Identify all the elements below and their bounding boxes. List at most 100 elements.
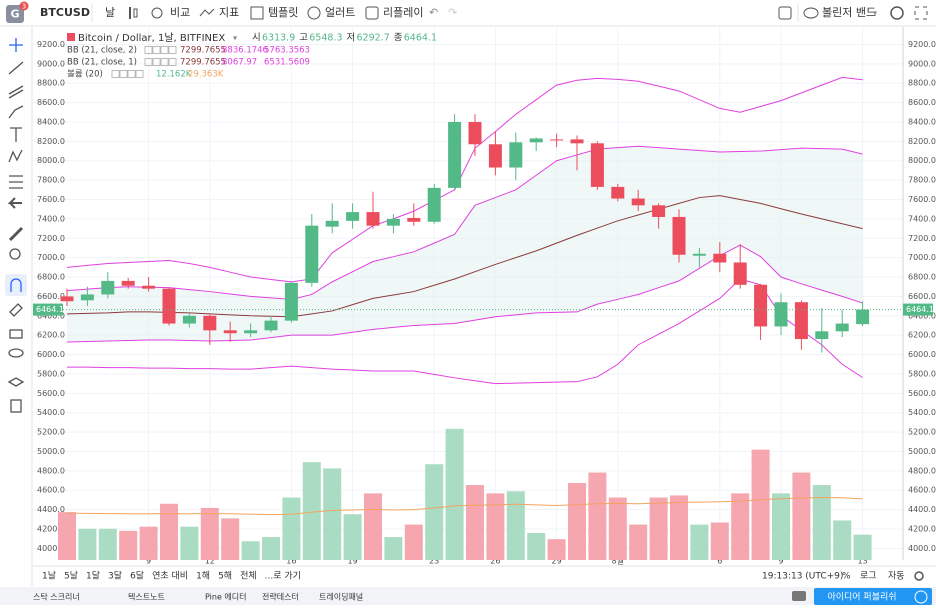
publish-icon[interactable] (914, 590, 928, 604)
legend-button[interactable] (168, 46, 177, 54)
tab[interactable]: 스탁 스크리너 (33, 592, 80, 602)
undo[interactable]: ↶ (429, 6, 438, 19)
snapshot-icon[interactable] (792, 591, 806, 601)
interval[interactable]: 날 (105, 6, 115, 19)
volume-bar (853, 534, 872, 560)
eye-tool[interactable] (8, 348, 24, 358)
legend-button[interactable] (160, 46, 169, 54)
candle-body (713, 253, 727, 263)
text-tool[interactable] (10, 127, 22, 142)
legend-button[interactable] (144, 58, 153, 66)
back-tool[interactable] (7, 197, 22, 209)
candle-icon[interactable] (129, 7, 131, 19)
redo[interactable]: ↷ (448, 6, 457, 19)
candle-body (203, 315, 217, 331)
cloud-icon[interactable] (803, 7, 819, 19)
alert-icon[interactable] (307, 6, 321, 20)
candle-body (427, 187, 441, 222)
tab[interactable]: 트레이딩패널 (319, 592, 363, 602)
range-button[interactable]: 5해 (218, 571, 232, 582)
legend-button[interactable] (168, 58, 177, 66)
y-tick-label: 8000.0 (37, 156, 65, 165)
candle-body (611, 186, 625, 199)
settings-icon[interactable] (914, 571, 924, 581)
y-tick-label: 7200.0 (37, 234, 65, 243)
candle-body (550, 139, 564, 141)
range-button[interactable]: 6달 (130, 570, 144, 582)
layout-name[interactable]: 볼린저 밴드 (822, 6, 876, 19)
y-axis: 4400.0 4400.0 (37, 505, 936, 514)
y-tick-label: 6600.0 (37, 292, 65, 301)
ohlc-value: 6292.7 (357, 33, 390, 44)
legend-button[interactable] (111, 70, 120, 78)
volume-bar (139, 526, 158, 560)
line-tool[interactable] (8, 61, 24, 75)
trash-tool[interactable] (10, 399, 22, 413)
compare-icon[interactable] (151, 7, 163, 19)
legend-button[interactable] (152, 58, 161, 66)
tab[interactable]: 전략테스터 (262, 592, 299, 602)
compare[interactable]: 비교 (170, 6, 190, 19)
y-tick-label: 7200.0 (908, 234, 936, 243)
candle-body (754, 284, 768, 327)
publish-button[interactable] (814, 588, 932, 605)
lock-draw-tool[interactable] (9, 303, 23, 317)
range-button[interactable]: 연초 대비 (152, 571, 188, 582)
symbol[interactable]: BTCUSD (40, 6, 90, 19)
alert[interactable]: 얼러트 (325, 5, 355, 19)
log-toggle[interactable]: 로그 (860, 572, 877, 582)
pitchfork-tool[interactable] (8, 85, 24, 99)
lock-tool[interactable] (9, 329, 23, 339)
auto-toggle[interactable]: 자동 (888, 571, 905, 582)
magnet-tool[interactable] (10, 278, 22, 292)
templates[interactable]: 템플릿 (268, 6, 298, 19)
volume-bar (364, 493, 382, 560)
y-tick-label: 8800.0 (37, 79, 65, 88)
range-button[interactable]: 3달 (108, 570, 122, 582)
y-tick-label: 7400.0 (908, 214, 936, 223)
logo[interactable] (6, 5, 24, 23)
indicators[interactable]: 지표 (219, 6, 239, 19)
range-button[interactable]: 전체 (240, 571, 257, 582)
zoom-tool[interactable] (9, 248, 21, 260)
percent-toggle[interactable]: % (842, 572, 851, 582)
legend-button[interactable] (127, 70, 136, 78)
range-button[interactable]: 5날 (64, 571, 78, 582)
range-button[interactable]: ...로 가기 (265, 571, 301, 582)
legend-swatch (67, 33, 75, 41)
legend-button[interactable] (135, 70, 144, 78)
brush-tool[interactable] (8, 105, 24, 119)
legend-button[interactable] (119, 70, 128, 78)
ohlc-value: 6548.3 (309, 33, 342, 44)
expand-icon[interactable] (914, 6, 928, 20)
legend-button[interactable] (144, 46, 153, 54)
left-toolbar (0, 27, 32, 605)
replay[interactable]: 리플레이 (383, 6, 423, 19)
y-tick-label: 7000.0 (908, 253, 936, 262)
tab[interactable]: 텍스트노트 (128, 592, 165, 602)
y-axis: 9000.0 9000.0 (37, 59, 936, 68)
crosshair-tool[interactable] (9, 38, 23, 52)
publish-label[interactable]: 아이디어 퍼블리쉬 (827, 592, 896, 603)
fullscreen-box[interactable] (778, 6, 792, 20)
range-button[interactable]: 1달 (86, 570, 100, 582)
settings-icon[interactable] (890, 6, 904, 20)
template-icon[interactable] (250, 6, 264, 20)
candle-body (305, 225, 319, 283)
volume-bar (527, 532, 546, 560)
indicator-icon[interactable] (199, 8, 215, 17)
dropdown-caret[interactable]: ▾ (233, 34, 237, 43)
pattern-tool[interactable] (8, 149, 23, 163)
tab[interactable]: Pine 에디터 (205, 593, 247, 602)
legend-button[interactable] (160, 58, 169, 66)
replay-icon[interactable] (365, 6, 379, 20)
layers-tool[interactable] (7, 377, 25, 387)
range-button[interactable]: 1날 (42, 571, 56, 582)
x-tick-label: 29 (552, 557, 562, 566)
measure-tool[interactable] (8, 226, 24, 242)
candle-icon[interactable] (133, 8, 138, 18)
range-button[interactable]: 1해 (196, 571, 210, 582)
fib-tool[interactable] (9, 175, 23, 189)
dropdown-caret[interactable]: ▾ (873, 9, 877, 18)
legend-button[interactable] (152, 46, 161, 54)
